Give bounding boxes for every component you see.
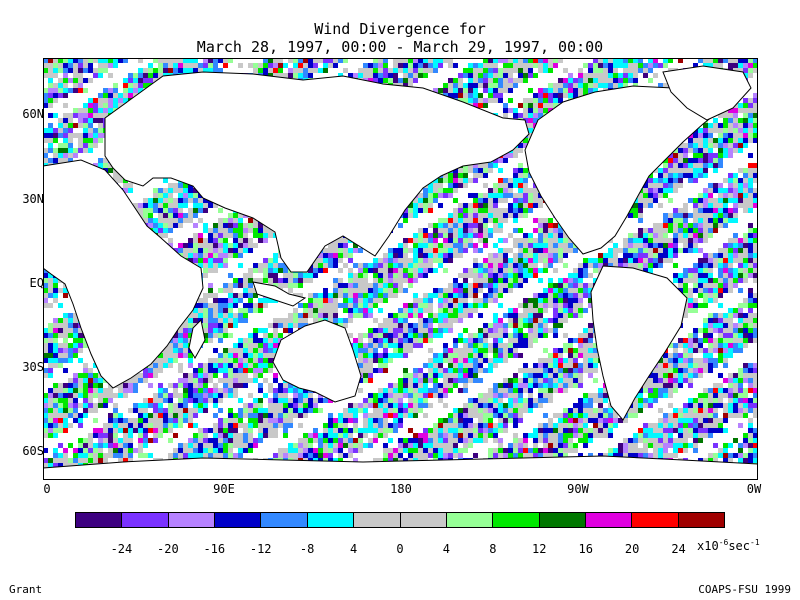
australia-landmass: [272, 319, 362, 403]
colorbar-swatch: [307, 513, 355, 527]
colorbar-swatch: [678, 513, 725, 527]
wind-divergence-map: [43, 58, 758, 480]
colorbar-swatch: [400, 513, 447, 527]
colorbar-tick-label: -20: [157, 542, 179, 556]
lon-label-90w: 90W: [567, 482, 589, 496]
colorbar: [75, 512, 725, 528]
colorbar-swatch: [122, 513, 169, 527]
colorbar-swatch: [446, 513, 494, 527]
colorbar-units: x10-6sec-1: [697, 538, 760, 553]
continents: [43, 65, 758, 480]
lon-label-0w: 0W: [746, 482, 762, 496]
lon-label-180: 180: [390, 482, 412, 496]
lon-label-0: 0: [43, 482, 51, 496]
lon-label-90e: 90E: [213, 482, 235, 496]
lat-label-60n: 60N: [22, 107, 44, 121]
colorbar-tick-label: -16: [203, 542, 226, 556]
colorbar-tick-label: 0: [396, 542, 404, 556]
map-frame: [43, 58, 758, 480]
colorbar-tick-label: 4: [442, 542, 451, 556]
colorbar-tick-label: 8: [489, 542, 497, 556]
colorbar-swatch: [539, 513, 586, 527]
colorbar-swatch: [585, 513, 633, 527]
map-title: Wind Divergence for: [314, 20, 486, 38]
madagascar: [188, 318, 206, 359]
lat-label-30n: 30N: [22, 192, 44, 206]
africa-landmass: [43, 159, 204, 389]
colorbar-swatch: [354, 513, 401, 527]
colorbar-tick-label: 24: [671, 542, 686, 556]
organization-credit: COAPS-FSU 1999: [698, 583, 791, 596]
colorbar-tick-label: 4: [349, 542, 358, 556]
colorbar-swatch: [215, 513, 262, 527]
colorbar-tick-label: -24: [110, 542, 133, 556]
author-credit: Grant: [9, 583, 43, 596]
eurasia-landmass: [104, 71, 530, 273]
colorbar-swatch: [76, 513, 123, 527]
north-america-landmass: [524, 85, 724, 255]
map-subtitle-date-range: March 28, 1997, 00:00 - March 29, 1997, …: [196, 38, 604, 56]
lat-label-60s: 60S: [22, 444, 44, 458]
colorbar-tick-label: 16: [578, 542, 593, 556]
greenland: [662, 65, 752, 121]
lat-label-eq: EQ: [29, 276, 44, 290]
colorbar-swatch: [493, 513, 540, 527]
colorbar-tick-label: 20: [624, 542, 640, 556]
colorbar-swatch: [168, 513, 216, 527]
colorbar-tick-label: -12: [249, 542, 272, 556]
lat-label-30s: 30S: [22, 360, 44, 374]
south-america-landmass: [590, 265, 688, 421]
colorbar-swatch: [261, 513, 308, 527]
colorbar-tick-label: 12: [532, 542, 547, 556]
colorbar-tick-label: -8: [299, 542, 315, 556]
indonesia-islands: [252, 281, 307, 307]
antarctica-coast: [43, 455, 758, 480]
colorbar-swatch: [632, 513, 679, 527]
